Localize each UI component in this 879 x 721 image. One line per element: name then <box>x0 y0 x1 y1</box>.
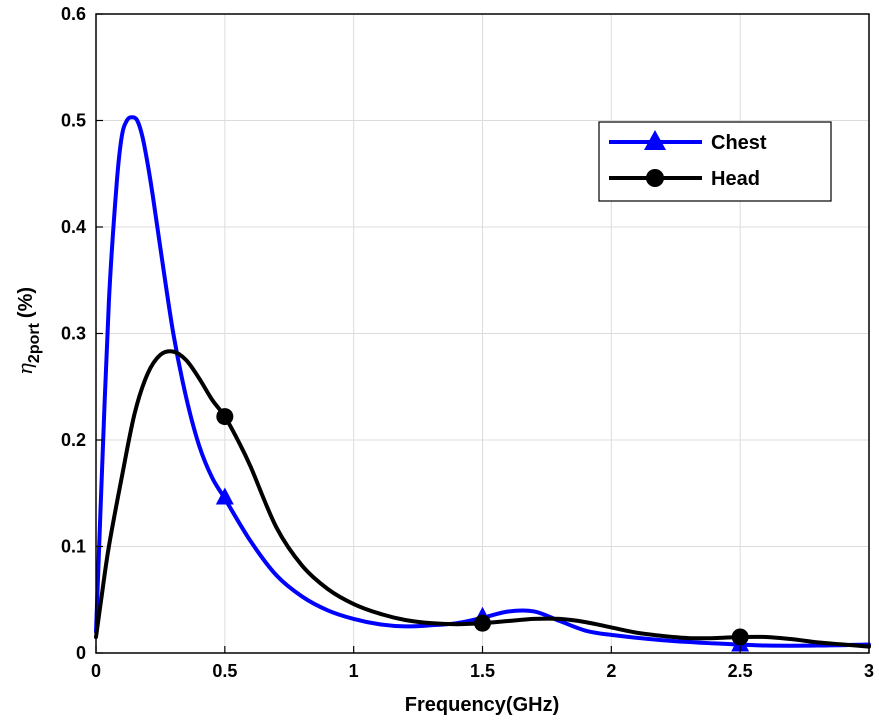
x-tick-label: 0.5 <box>212 661 237 681</box>
y-tick-label: 0.3 <box>61 324 86 344</box>
grid <box>95 13 870 654</box>
y-tick-label: 0.5 <box>61 111 86 131</box>
legend-marker-head <box>646 169 664 187</box>
data-point-head <box>731 628 749 646</box>
tick-labels: 0 0.5 1 1.5 2 2.5 3 0 0.1 0.2 0.3 0.4 0.5 0.6 <box>61 4 874 681</box>
x-tick-label: 1 <box>349 661 359 681</box>
data-point-chest <box>215 487 234 505</box>
y-tick-label: 0 <box>76 643 86 663</box>
legend-marker-chest <box>644 130 666 150</box>
series-line-chest <box>94 115 871 648</box>
y-tick-label: 0.6 <box>61 4 86 24</box>
y-tick-label: 0.2 <box>61 430 86 450</box>
x-tick-label: 2 <box>606 661 616 681</box>
y-axis-title: η2port (%) <box>13 287 43 375</box>
legend: Chest Head <box>598 121 832 202</box>
x-tick-label: 0 <box>91 661 101 681</box>
x-tick-label: 1.5 <box>470 661 495 681</box>
legend-label-head: Head <box>711 168 760 190</box>
y-axis-subscript: 2port <box>26 322 43 363</box>
y-tick-label: 0.4 <box>61 217 86 237</box>
series-line-head <box>94 349 871 649</box>
data-point-head <box>216 408 234 426</box>
y-axis-symbol: η <box>13 363 37 375</box>
x-tick-label: 3 <box>864 661 874 681</box>
series-layer <box>94 115 871 652</box>
x-axis-title: Frequency(GHz) <box>405 694 559 716</box>
y-axis-unit: (%) <box>15 287 37 318</box>
y-tick-label: 0.1 <box>61 537 86 557</box>
legend-box <box>598 121 832 202</box>
x-tick-label: 2.5 <box>728 661 753 681</box>
legend-label-chest: Chest <box>711 132 767 154</box>
data-point-head <box>474 614 491 632</box>
